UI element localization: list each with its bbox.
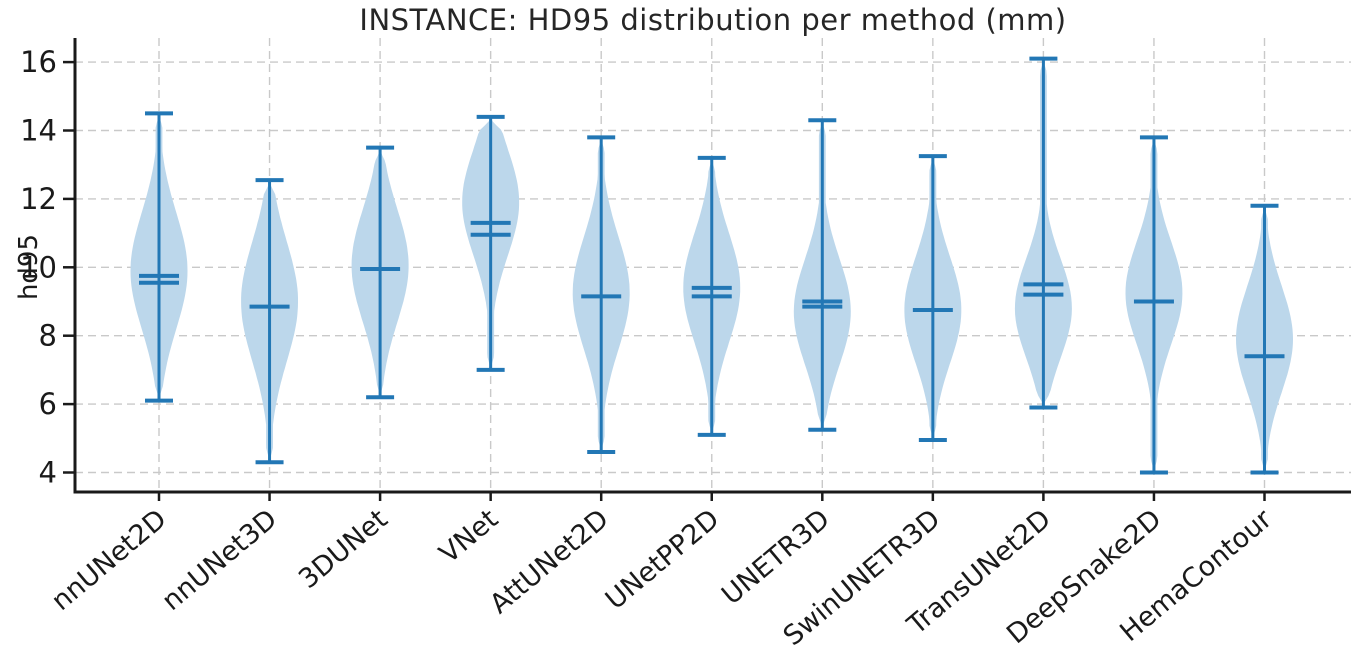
x-tick-label: UNetPP2D [600, 504, 725, 616]
x-tick-label: VNet [434, 504, 504, 570]
y-tick-label: 10 [20, 250, 57, 284]
x-tick-label: nnUNet3D [156, 504, 283, 617]
y-tick-label: 14 [20, 114, 57, 148]
y-tick-label: 8 [39, 319, 57, 353]
x-tick-label: AttUNet2D [484, 504, 614, 620]
x-tick-label: nnUNet2D [46, 504, 173, 617]
chart-title: INSTANCE: HD95 distribution per method (… [359, 3, 1067, 37]
x-tick-label: 3DUNet [293, 504, 393, 595]
y-tick-label: 12 [20, 182, 57, 216]
y-tick-label: 4 [39, 456, 57, 490]
y-tick-label: 16 [20, 45, 57, 79]
y-tick-label: 6 [39, 387, 57, 421]
